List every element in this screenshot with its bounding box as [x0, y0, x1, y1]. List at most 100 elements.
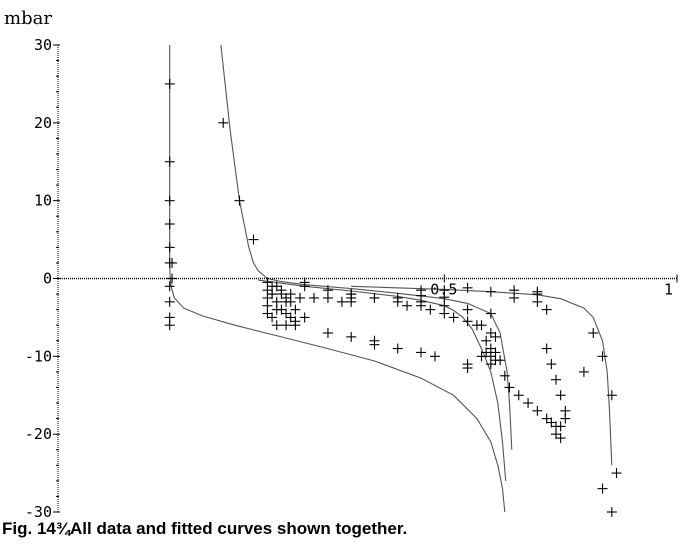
- data-point: [555, 421, 566, 432]
- data-point: [550, 374, 561, 385]
- data-point: [164, 242, 175, 253]
- data-point: [271, 281, 282, 292]
- data-point: [462, 316, 473, 327]
- data-point: [285, 312, 296, 323]
- y-tick-label: 20: [34, 114, 52, 132]
- data-point: [164, 296, 175, 307]
- data-point: [448, 312, 459, 323]
- fitted-curve-4: [351, 285, 613, 466]
- data-point: [532, 286, 543, 297]
- data-point: [290, 316, 301, 327]
- data-point: [336, 296, 347, 307]
- data-point: [611, 468, 622, 479]
- data-point: [509, 292, 520, 303]
- data-point: [164, 320, 175, 331]
- y-tick-label: 30: [34, 36, 52, 54]
- data-point: [462, 363, 473, 374]
- data-point: [429, 351, 440, 362]
- data-point: [346, 331, 357, 342]
- data-point: [597, 351, 608, 362]
- data-point: [606, 390, 617, 401]
- x-tick-label: 1: [664, 281, 673, 299]
- figure-caption: Fig. 14¾All data and fitted curves shown…: [2, 519, 408, 538]
- data-point: [271, 320, 282, 331]
- data-point: [167, 273, 178, 284]
- data-point: [485, 308, 496, 319]
- data-point: [485, 286, 496, 297]
- data-point: [588, 327, 599, 338]
- y-tick-label: -20: [25, 425, 52, 443]
- data-point: [322, 285, 333, 296]
- data-point: [578, 366, 589, 377]
- data-point: [218, 117, 229, 128]
- data-point: [425, 304, 436, 315]
- data-point: [369, 335, 380, 346]
- data-point: [550, 429, 561, 440]
- data-point: [346, 289, 357, 300]
- axes: [53, 44, 678, 513]
- data-point: [416, 290, 427, 301]
- data-point: [281, 296, 292, 307]
- data-point: [299, 277, 310, 288]
- data-point: [555, 433, 566, 444]
- data-point: [485, 327, 496, 338]
- data-point: [532, 405, 543, 416]
- data-point: [164, 195, 175, 206]
- data-point: [555, 390, 566, 401]
- data-point: [462, 282, 473, 293]
- data-point: [541, 343, 552, 354]
- data-point: [439, 292, 450, 303]
- data-point: [513, 390, 524, 401]
- data-point: [606, 507, 617, 517]
- data-point: [402, 300, 413, 311]
- data-point: [490, 355, 501, 366]
- data-point: [164, 281, 175, 292]
- data-point: [295, 292, 306, 303]
- data-point: [476, 320, 487, 331]
- data-point: [234, 195, 245, 206]
- y-tick-label: -30: [25, 503, 52, 521]
- y-unit-label: mbar: [4, 8, 52, 29]
- y-tick-label: -10: [25, 347, 52, 365]
- data-point: [262, 308, 273, 319]
- data-point: [541, 304, 552, 315]
- data-point: [485, 359, 496, 370]
- data-point: [164, 78, 175, 89]
- data-point: [546, 417, 557, 428]
- data-point: [541, 413, 552, 424]
- fitted-curve-2: [220, 44, 513, 450]
- x-tick-label: 0.5: [430, 281, 457, 299]
- data-point: [369, 292, 380, 303]
- y-tick-label: 0: [43, 270, 52, 288]
- data-point: [276, 289, 287, 300]
- data-point: [271, 304, 282, 315]
- data-point: [164, 156, 175, 167]
- data-point: [546, 359, 557, 370]
- data-point: [308, 292, 319, 303]
- data-point: [281, 320, 292, 331]
- data-points: [164, 78, 622, 517]
- data-point: [164, 219, 175, 230]
- data-point: [281, 308, 292, 319]
- data-point: [290, 304, 301, 315]
- data-point: [523, 398, 534, 409]
- data-point: [439, 300, 450, 311]
- data-point: [597, 483, 608, 494]
- data-point: [490, 331, 501, 342]
- y-tick-label: 10: [34, 192, 52, 210]
- data-point: [504, 382, 515, 393]
- data-point: [476, 351, 487, 362]
- data-point: [560, 405, 571, 416]
- data-point: [499, 370, 510, 381]
- data-point: [392, 343, 403, 354]
- data-point: [481, 347, 492, 358]
- data-point: [248, 234, 259, 245]
- data-point: [267, 312, 278, 323]
- data-point: [322, 327, 333, 338]
- data-point: [285, 289, 296, 300]
- data-point: [267, 289, 278, 300]
- data-point: [462, 304, 473, 315]
- data-point: [299, 312, 310, 323]
